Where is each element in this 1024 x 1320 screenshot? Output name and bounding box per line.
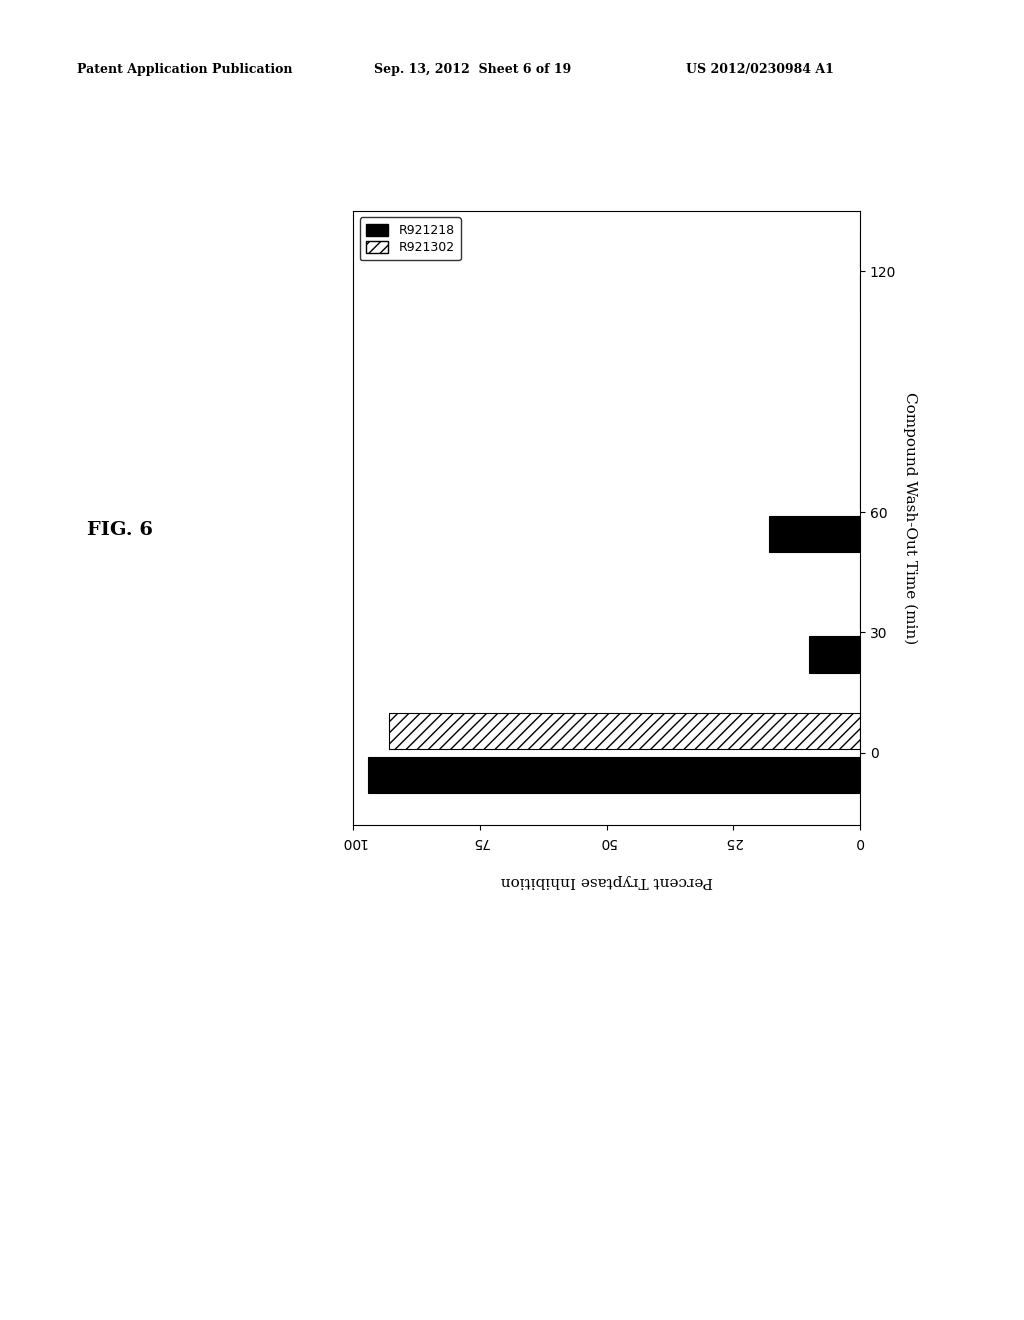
Bar — [769, 516, 860, 552]
Text: FIG. 6: FIG. 6 — [87, 520, 153, 539]
Legend: R921218, R921302: R921218, R921302 — [359, 218, 461, 260]
Bar — [369, 756, 860, 793]
Text: US 2012/0230984 A1: US 2012/0230984 A1 — [686, 62, 834, 75]
Bar — [809, 636, 860, 673]
Text: Patent Application Publication: Patent Application Publication — [77, 62, 292, 75]
X-axis label: Percent Tryptase Inhibition: Percent Tryptase Inhibition — [501, 874, 713, 888]
Bar — [389, 713, 860, 748]
Text: Sep. 13, 2012  Sheet 6 of 19: Sep. 13, 2012 Sheet 6 of 19 — [374, 62, 571, 75]
Y-axis label: Compound Wash-Out Time (min): Compound Wash-Out Time (min) — [903, 392, 918, 644]
